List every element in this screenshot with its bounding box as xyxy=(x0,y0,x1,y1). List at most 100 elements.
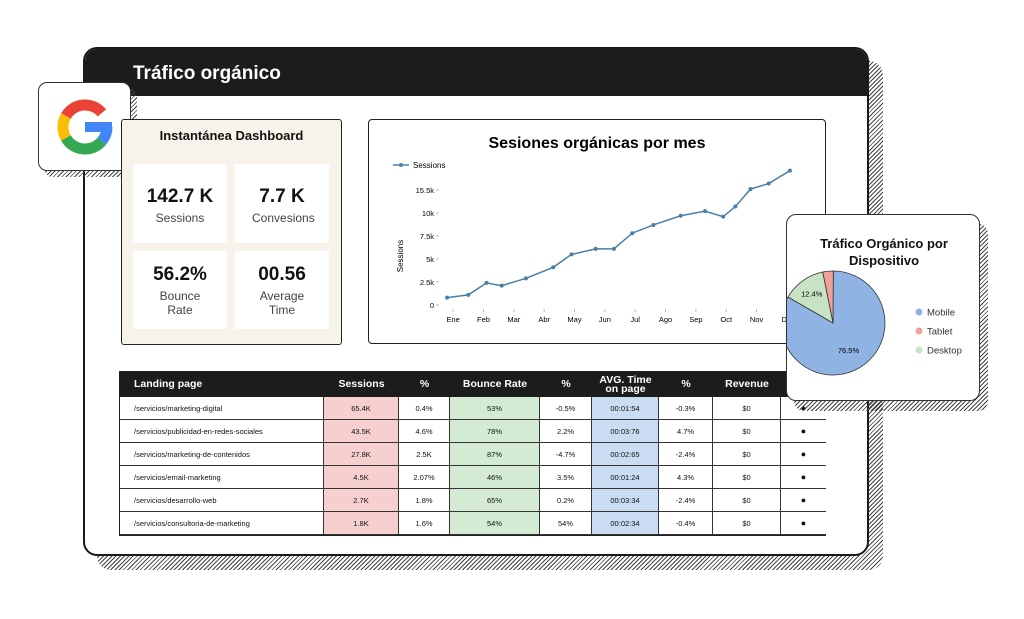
x-tick-label: Ene xyxy=(446,315,459,324)
kpi-label: Sessions xyxy=(155,211,205,225)
legend-dot xyxy=(915,327,923,335)
series-marker xyxy=(484,280,489,285)
legend-label: Desktop xyxy=(927,346,962,357)
pie-chart: 76.5% Mobile Tablet 12.4% Desktop xyxy=(787,270,962,376)
table-cell: 65.4K xyxy=(324,397,399,420)
table-cell: $0 xyxy=(713,397,781,420)
series-marker xyxy=(748,187,753,192)
table-cell: 00:02:65 xyxy=(592,443,659,466)
kpi-card: 00.56 Average Time xyxy=(235,251,329,329)
series-marker xyxy=(702,209,707,214)
column-header: Landing page xyxy=(134,372,338,397)
series-marker xyxy=(569,252,574,257)
landing-table: Landing page Sessions% Bounce Rate% AVG. Ti… xyxy=(119,371,826,536)
table-cell: /servicios/consultoria-de-marketing xyxy=(120,512,324,535)
column-header: AVG. Time on page xyxy=(592,372,659,397)
table-cell: 54% xyxy=(450,512,540,535)
table-cell: 43.5K xyxy=(324,420,399,443)
table-cell: 65% xyxy=(450,489,540,512)
table-cell: 00:03:34 xyxy=(592,489,659,512)
x-tick-label: Oct xyxy=(720,315,733,324)
y-tick-label: 5k xyxy=(426,255,434,264)
kpi-card: 56.2% Bounce Rate xyxy=(133,251,227,329)
logo-green xyxy=(61,134,107,155)
table-cell: 1.6% xyxy=(399,512,450,535)
slice-label: 12.4% xyxy=(801,289,823,298)
table-cell: /servicios/marketing-digital xyxy=(120,397,324,420)
series-marker xyxy=(499,283,504,288)
snapshot-panel: Instantánea Dashboard 142.7 K Sessions 7.7… xyxy=(121,119,342,345)
x-tick-label: Sep xyxy=(689,315,702,324)
column-header: Sessions xyxy=(324,372,399,397)
chart-title: Sesiones orgánicas por mes xyxy=(489,135,706,152)
table-cell: 4.5K xyxy=(324,466,399,489)
table-cell: -2.4% xyxy=(659,443,713,466)
x-tick-label: Feb xyxy=(477,315,490,324)
x-tick-label: Mar xyxy=(507,315,520,324)
table-cell: 27.8K xyxy=(324,443,399,466)
column-header: Bounce Rate xyxy=(450,372,540,397)
column-header: Revenue xyxy=(713,372,781,397)
column-header: % xyxy=(659,372,713,397)
series-line xyxy=(446,170,791,299)
table-cell: $0 xyxy=(713,512,781,535)
series-marker xyxy=(733,204,738,209)
table-cell: 0.4% xyxy=(399,397,450,420)
snapshot-title: Instantánea Dashboard xyxy=(159,128,304,143)
pie-card: Tráfico Orgánico por Dispositivo 76.5% Mo… xyxy=(786,214,980,401)
pie-slice xyxy=(787,270,886,376)
legend-label: Sessions xyxy=(413,161,445,170)
line-chart: Sesiones orgánicas por mes Sessions 0 2.5k 5… xyxy=(393,135,793,324)
series-marker xyxy=(593,246,598,251)
table-cell: 00:01:54 xyxy=(592,397,659,420)
slice-label: 76.5% xyxy=(838,346,860,355)
pie-slice xyxy=(787,271,834,324)
series-marker xyxy=(630,231,635,236)
table-cell: 2.5K xyxy=(399,443,450,466)
table-cell: -0.5% xyxy=(540,397,592,420)
line-chart-panel: Sesiones orgánicas por mes Sessions 0 2.5k 5… xyxy=(368,119,826,344)
x-tick-label: Nov xyxy=(750,315,764,324)
table-cell: ● xyxy=(781,420,826,443)
legend-label: Mobile xyxy=(927,308,955,319)
google-card xyxy=(38,82,131,171)
table-cell: 46% xyxy=(450,466,540,489)
series-marker xyxy=(445,295,450,300)
kpi-card: 142.7 K Sessions xyxy=(133,164,227,243)
series-marker xyxy=(787,168,792,173)
kpi-value: 00.56 xyxy=(258,264,306,285)
table-cell: 2.07% xyxy=(399,466,450,489)
logo-yellow xyxy=(57,113,71,141)
y-tick-label: 10k xyxy=(422,209,434,218)
table-cell: -2.4% xyxy=(659,489,713,512)
table-cell: 2.7K xyxy=(324,489,399,512)
table-cell: 2.2% xyxy=(540,420,592,443)
kpi-value: 56.2% xyxy=(153,264,207,285)
y-tick-label: 2.5k xyxy=(420,278,434,287)
table-cell: 3.5% xyxy=(540,466,592,489)
table-cell: 4.6% xyxy=(399,420,450,443)
kpi-label: Bounce Rate xyxy=(159,289,201,317)
table-cell: ● xyxy=(781,443,826,466)
legend-dot xyxy=(915,308,923,316)
table-cell: -0.4% xyxy=(659,512,713,535)
table-cell: /servicios/email-marketing xyxy=(120,466,324,489)
table-cell: $0 xyxy=(713,466,781,489)
legend-label: Tablet xyxy=(927,327,953,338)
series-marker xyxy=(678,213,683,218)
kpi-value: 142.7 K xyxy=(146,186,214,207)
table-cell: -4.7% xyxy=(540,443,592,466)
y-tick-label: 15.5k xyxy=(416,186,435,195)
y-axis-label: Sessions xyxy=(396,240,405,272)
x-tick-label: May xyxy=(567,315,581,324)
column-header: % xyxy=(399,372,450,397)
legend-marker xyxy=(399,163,403,167)
table-cell: 0.2% xyxy=(540,489,592,512)
table-cell: 00:02:34 xyxy=(592,512,659,535)
kpi-label: Average Time xyxy=(259,289,305,317)
table-cell: 54% xyxy=(540,512,592,535)
pie-title: Tráfico Orgánico por Dispositivo xyxy=(820,236,948,268)
series-marker xyxy=(551,265,556,270)
x-tick-label: Ago xyxy=(659,315,672,324)
table-cell: 53% xyxy=(450,397,540,420)
